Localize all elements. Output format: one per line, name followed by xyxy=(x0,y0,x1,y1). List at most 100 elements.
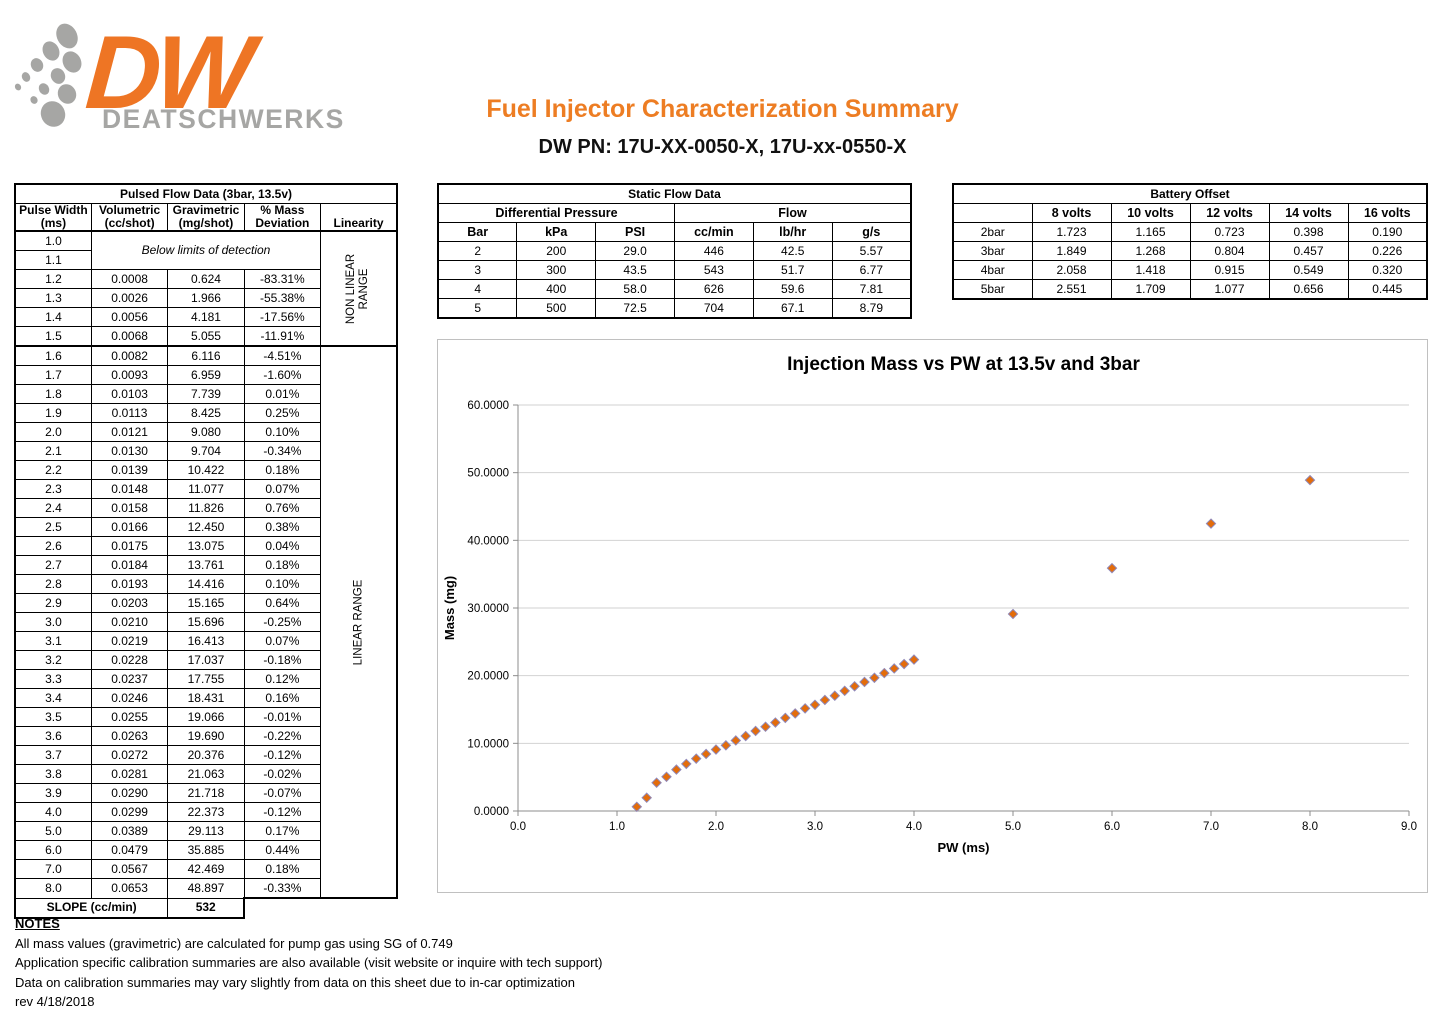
value-cell: 0.18% xyxy=(243,555,322,575)
table-row: 3.9 0.0290 21.718 -0.07% xyxy=(13,783,397,803)
data-point xyxy=(690,753,702,764)
value-cell: 0.915 xyxy=(1189,260,1270,280)
y-tick-label: 0.0000 xyxy=(474,806,509,818)
pw-cell: 3.0 xyxy=(13,612,92,632)
x-tick-label: 8.0 xyxy=(1302,821,1318,833)
note-line: Application specific calibration summari… xyxy=(15,955,603,970)
table-row: 3 300 43.5 543 51.7 6.77 xyxy=(437,260,912,280)
value-cell: 1.709 xyxy=(1110,279,1191,300)
row-header-cell: 5bar xyxy=(952,279,1033,300)
table-row: 3.5 0.0255 19.066 -0.01% xyxy=(13,707,397,727)
value-cell: -0.22% xyxy=(243,726,322,746)
value-cell: 11.826 xyxy=(167,498,245,518)
value-cell: 2.551 xyxy=(1031,279,1112,300)
table-row: 2 200 29.0 446 42.5 5.57 xyxy=(437,241,912,261)
linearity-range-label: NON LINEAR RANGE xyxy=(345,253,371,324)
battery-header-row: 8 volts 10 volts 12 volts 14 volts 16 volts xyxy=(952,203,1428,223)
value-cell: 0.0166 xyxy=(90,517,169,537)
column-header-cell: 10 volts xyxy=(1110,203,1191,223)
value-cell: 300 xyxy=(516,260,597,280)
value-cell: 15.165 xyxy=(167,593,245,613)
pw-cell: 8.0 xyxy=(13,878,92,899)
value-cell: 0.64% xyxy=(243,593,322,613)
static-table-title: Static Flow Data xyxy=(437,183,912,204)
value-cell: 0.0093 xyxy=(90,365,169,385)
table-row: 3bar 1.849 1.268 0.804 0.457 0.226 xyxy=(952,241,1428,261)
y-tick-label: 40.0000 xyxy=(467,535,509,547)
pw-cell: 1.6 xyxy=(13,345,92,366)
value-cell: 0.0158 xyxy=(90,498,169,518)
value-cell: 43.5 xyxy=(595,260,675,280)
data-point xyxy=(849,680,860,692)
data-point xyxy=(1304,474,1316,486)
value-cell: 0.16% xyxy=(243,688,322,708)
value-cell: 9.704 xyxy=(167,441,245,461)
value-cell: 200 xyxy=(516,241,597,261)
pw-cell: 5.0 xyxy=(13,821,92,841)
value-cell: 0.0219 xyxy=(90,631,169,651)
logo-dots xyxy=(14,23,82,127)
table-row: 2.0 0.0121 9.080 0.10% xyxy=(13,422,397,442)
pw-cell: 2.4 xyxy=(13,498,92,518)
y-tick-label: 20.0000 xyxy=(467,671,509,683)
value-cell: -1.60% xyxy=(243,365,322,385)
value-cell: 15.696 xyxy=(167,612,245,632)
value-cell: -0.02% xyxy=(243,764,322,784)
table-row: 7.0 0.0567 42.469 0.18% xyxy=(13,859,397,879)
data-point xyxy=(651,777,662,789)
data-point xyxy=(710,744,722,755)
pw-cell: 2.8 xyxy=(13,574,92,594)
value-cell: 22.373 xyxy=(167,802,245,822)
table-row: 1.9 0.0113 8.425 0.25% xyxy=(13,403,397,423)
value-cell: 67.1 xyxy=(752,298,833,319)
value-cell: 0.0068 xyxy=(90,326,169,347)
pulsed-flow-table: Pulsed Flow Data (3bar, 13.5v) Pulse Widt… xyxy=(13,183,399,919)
value-cell: 5.055 xyxy=(167,326,245,347)
value-cell: 0.457 xyxy=(1268,241,1349,261)
column-header-cell: 16 volts xyxy=(1347,203,1428,223)
static-title-row: Static Flow Data xyxy=(437,183,912,204)
value-cell: 0.0281 xyxy=(90,764,169,784)
pulsed-table-title: Pulsed Flow Data (3bar, 13.5v) xyxy=(14,183,398,204)
pw-cell: 4.0 xyxy=(13,802,92,822)
value-cell: 0.0103 xyxy=(90,384,169,404)
pw-cell: 3.6 xyxy=(13,726,92,746)
value-cell: 0.549 xyxy=(1268,260,1349,280)
y-tick-label: 50.0000 xyxy=(467,468,509,480)
pw-cell: 7.0 xyxy=(13,859,92,879)
pw-cell: 3.2 xyxy=(13,650,92,670)
value-cell: 0.804 xyxy=(1189,241,1270,261)
y-axis-title: Mass (mg) xyxy=(442,576,457,640)
column-header-cell: cc/min xyxy=(673,222,754,242)
linearity-range-cell: LINEAR RANGE xyxy=(320,345,399,899)
linearity-range-cell: NON LINEAR RANGE xyxy=(320,230,399,347)
row-header-cell: 2bar xyxy=(952,222,1033,242)
value-cell: 0.07% xyxy=(243,631,322,651)
value-cell: 0.226 xyxy=(1347,241,1428,261)
data-point xyxy=(908,654,920,665)
value-cell: 0.0567 xyxy=(90,859,169,879)
value-cell: 1.268 xyxy=(1110,241,1191,261)
value-cell: 626 xyxy=(673,279,754,299)
table-row: 2.6 0.0175 13.075 0.04% xyxy=(13,536,397,556)
column-header-cell: g/s xyxy=(831,222,912,242)
value-cell: 0.17% xyxy=(243,821,322,841)
value-cell: 446 xyxy=(673,241,754,261)
value-cell: -11.91% xyxy=(243,326,322,347)
tick-labels: 0.0 1.0 2.0 3.0 4.0 5.0 6.0 7.0 8.0 9.0 0.0000 10.0… xyxy=(467,400,1417,833)
value-cell: 0.18% xyxy=(243,859,322,879)
value-cell: 1.966 xyxy=(167,288,245,308)
pw-cell: 2.2 xyxy=(13,460,92,480)
table-row: 1.6 0.0082 6.116 -4.51% LINEAR RANGE xyxy=(13,345,399,899)
value-cell: 10.422 xyxy=(167,460,245,480)
value-cell: 1.418 xyxy=(1110,260,1191,280)
pw-cell: 3.8 xyxy=(13,764,92,784)
value-cell: 0.320 xyxy=(1347,260,1428,280)
pw-cell: 1.9 xyxy=(13,403,92,423)
note-line: Data on calibration summaries may vary s… xyxy=(15,974,575,990)
table-row: 3.8 0.0281 21.063 -0.02% xyxy=(13,764,397,784)
value-cell: 0.445 xyxy=(1347,279,1428,300)
data-point xyxy=(839,685,851,697)
chart-border xyxy=(437,339,1428,893)
data-point xyxy=(799,703,811,714)
